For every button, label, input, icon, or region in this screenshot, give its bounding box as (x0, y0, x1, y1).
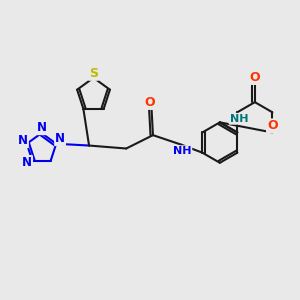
Text: N: N (37, 121, 46, 134)
Text: N: N (55, 132, 65, 145)
Text: O: O (250, 71, 260, 84)
Text: N: N (22, 156, 32, 169)
Text: NH: NH (173, 146, 191, 156)
Text: N: N (18, 134, 28, 147)
Text: NH: NH (230, 114, 248, 124)
Text: O: O (267, 119, 278, 132)
Text: O: O (145, 96, 155, 109)
Text: S: S (89, 67, 98, 80)
